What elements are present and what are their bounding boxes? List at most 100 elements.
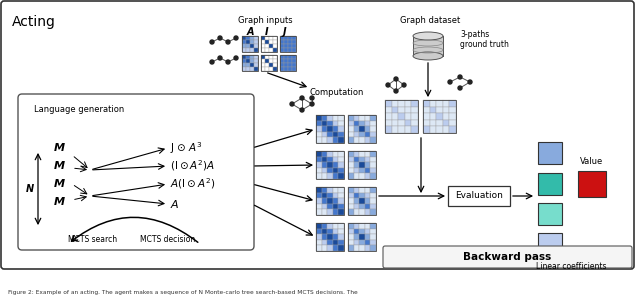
Bar xyxy=(327,151,333,156)
Bar xyxy=(359,246,365,251)
Text: $({\rm I} \odot A^2)A$: $({\rm I} \odot A^2)A$ xyxy=(170,159,215,174)
Bar xyxy=(348,137,354,143)
Bar xyxy=(316,210,322,215)
Bar xyxy=(354,229,359,234)
Bar xyxy=(261,44,265,48)
Bar xyxy=(273,55,277,59)
Bar xyxy=(327,162,333,168)
Bar xyxy=(288,55,292,59)
Bar xyxy=(316,223,322,229)
Bar xyxy=(273,59,277,63)
Bar xyxy=(385,113,392,120)
Bar xyxy=(327,126,333,132)
Bar xyxy=(292,44,296,48)
Bar xyxy=(265,44,269,48)
Bar xyxy=(371,204,376,210)
Bar xyxy=(292,67,296,71)
Bar xyxy=(348,234,354,240)
Bar xyxy=(371,156,376,162)
Bar xyxy=(322,229,327,234)
Bar xyxy=(333,120,339,126)
Bar xyxy=(246,67,250,71)
Bar xyxy=(288,40,292,44)
Bar xyxy=(250,36,254,40)
Bar xyxy=(359,223,365,229)
Text: $A({\rm I} \odot A^2)$: $A({\rm I} \odot A^2)$ xyxy=(170,177,216,192)
Bar xyxy=(354,187,359,192)
Text: $A$: $A$ xyxy=(170,198,179,210)
Bar xyxy=(339,246,344,251)
Bar xyxy=(359,192,365,198)
Circle shape xyxy=(218,56,222,60)
Bar xyxy=(269,55,273,59)
Bar xyxy=(284,40,288,44)
Bar xyxy=(412,107,418,113)
Bar xyxy=(327,234,333,240)
Bar xyxy=(339,156,344,162)
Bar xyxy=(398,126,405,133)
Bar xyxy=(242,67,246,71)
Bar xyxy=(348,151,354,156)
Bar xyxy=(265,55,269,59)
Bar xyxy=(280,63,284,67)
Bar xyxy=(322,246,327,251)
Bar xyxy=(385,100,418,133)
Bar xyxy=(322,126,327,132)
Bar xyxy=(333,151,339,156)
Bar xyxy=(339,115,344,120)
Bar xyxy=(322,223,327,229)
Bar xyxy=(246,44,250,48)
Bar xyxy=(250,55,254,59)
Bar xyxy=(365,246,371,251)
Bar xyxy=(333,204,339,210)
Bar xyxy=(538,233,562,255)
Bar xyxy=(359,174,365,179)
Bar xyxy=(371,137,376,143)
Bar xyxy=(339,137,344,143)
Bar xyxy=(327,115,333,120)
Bar xyxy=(254,67,258,71)
Bar xyxy=(339,223,344,229)
Bar xyxy=(288,36,292,40)
Bar xyxy=(316,137,322,143)
Bar xyxy=(288,67,292,71)
Bar xyxy=(280,44,284,48)
Bar xyxy=(327,198,333,204)
Bar xyxy=(246,59,250,63)
Bar xyxy=(316,198,322,204)
Bar xyxy=(333,156,339,162)
Bar xyxy=(371,132,376,137)
Text: J $\odot$ $A^3$: J $\odot$ $A^3$ xyxy=(170,140,203,156)
Bar xyxy=(339,162,344,168)
Bar xyxy=(322,132,327,137)
Bar xyxy=(348,151,376,179)
Bar xyxy=(578,171,606,197)
Bar xyxy=(423,113,429,120)
Bar xyxy=(423,100,456,133)
Bar xyxy=(316,234,322,240)
Bar xyxy=(327,120,333,126)
Bar xyxy=(398,113,405,120)
Bar xyxy=(316,204,322,210)
Bar xyxy=(280,48,284,52)
Bar xyxy=(348,204,354,210)
Bar xyxy=(269,67,273,71)
Circle shape xyxy=(310,96,314,100)
Bar xyxy=(359,198,365,204)
Bar xyxy=(269,40,273,44)
Bar xyxy=(385,120,392,126)
Bar xyxy=(316,151,322,156)
Bar xyxy=(333,174,339,179)
Circle shape xyxy=(210,40,214,44)
Bar xyxy=(348,115,354,120)
Text: MCTS search: MCTS search xyxy=(68,235,117,244)
Bar xyxy=(242,48,246,52)
Text: MCTS decision: MCTS decision xyxy=(140,235,195,244)
Bar xyxy=(327,192,333,198)
Bar xyxy=(365,174,371,179)
Bar xyxy=(333,137,339,143)
FancyBboxPatch shape xyxy=(18,94,254,250)
Text: Language generation: Language generation xyxy=(34,105,124,114)
Text: M: M xyxy=(54,179,65,189)
Ellipse shape xyxy=(413,52,443,60)
